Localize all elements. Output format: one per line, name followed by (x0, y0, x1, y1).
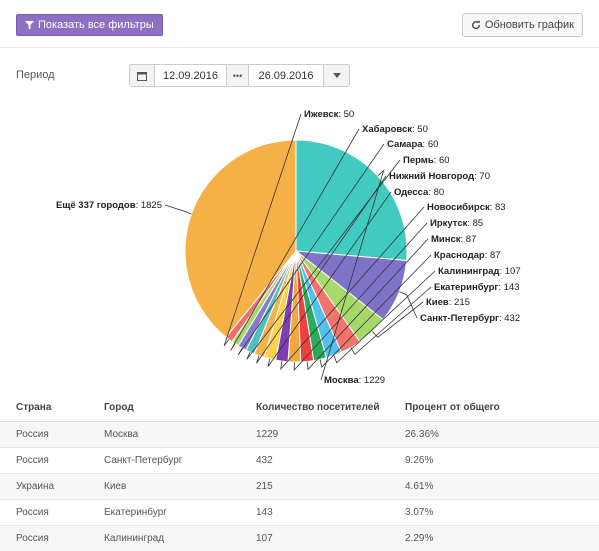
cell-country: Россия (0, 447, 88, 474)
pie-leader-line (237, 143, 385, 356)
table-row: Украина Киев 215 4.61% (0, 473, 599, 500)
cell-city: Санкт-Петербург (88, 447, 240, 474)
cell-city: Киев (88, 473, 240, 500)
period-dropdown-button[interactable] (324, 64, 350, 87)
pie-label: Москва: 1229 (324, 375, 385, 386)
show-filters-button[interactable]: Показать все фильтры (16, 14, 163, 36)
toolbar: Показать все фильтры Обновить график (0, 0, 599, 48)
table-row: Россия Санкт-Петербург 432 9.26% (0, 447, 599, 474)
period-picker: ••• (129, 64, 350, 87)
pie-slice[interactable] (295, 139, 408, 261)
header-city[interactable]: Город (88, 395, 240, 422)
pie-label: Киев: 215 (426, 297, 470, 308)
pie-slice[interactable] (184, 139, 297, 338)
cell-country: Россия (0, 525, 88, 551)
cell-country: Россия (0, 499, 88, 526)
date-to-input[interactable] (249, 64, 324, 87)
pie-leader-line (267, 191, 392, 367)
filter-icon (25, 20, 34, 30)
table-row: Россия Екатеринбург 143 3.07% (0, 499, 599, 526)
pie-leader-line (280, 206, 425, 371)
visitors-table: Страна Город Количество посетителей Проц… (0, 395, 599, 551)
pie-label: Екатеринбург: 143 (434, 282, 520, 293)
pie-label: Новосибирск: 83 (427, 202, 506, 213)
pie-leader-line (306, 238, 429, 371)
cell-visitors: 107 (240, 525, 389, 551)
cell-percent: 3.07% (389, 499, 599, 526)
cell-percent: 2.29% (389, 525, 599, 551)
cell-visitors: 143 (240, 499, 389, 526)
header-percent[interactable]: Процент от общего (389, 395, 599, 422)
pie-leader-line (319, 254, 432, 368)
pie-leader-line (372, 301, 424, 338)
pie-label: Нижний Новгород: 70 (389, 171, 490, 182)
pie-leader-line (223, 113, 302, 347)
cell-visitors: 1229 (240, 421, 389, 448)
pie-label: Ещё 337 городов: 1825 (56, 200, 162, 211)
refresh-icon (471, 20, 480, 30)
refresh-chart-button[interactable]: Обновить график (461, 13, 583, 37)
period-label: Период (16, 69, 55, 81)
pie-label: Одесса: 80 (394, 187, 444, 198)
table-header-row: Страна Город Количество посетителей Проц… (0, 395, 599, 422)
date-from-input[interactable] (155, 64, 227, 87)
cell-percent: 26.36% (389, 421, 599, 448)
table-row: Россия Москва 1229 26.36% (0, 421, 599, 448)
cell-city: Калининград (88, 525, 240, 551)
pie-leader-line (333, 270, 436, 364)
cell-city: Москва (88, 421, 240, 448)
refresh-chart-label: Обновить график (484, 19, 574, 31)
pie-leader-line (230, 128, 360, 351)
pie-label: Минск: 87 (431, 234, 476, 245)
pie-chart-svg: Москва: 1229 Санкт-Петербург: 432 Киев: 21… (56, 109, 521, 386)
cell-country: Россия (0, 421, 88, 448)
range-separator-button[interactable]: ••• (227, 64, 249, 87)
pie-label: Хабаровск: 50 (362, 124, 428, 135)
calendar-icon (137, 71, 147, 81)
pie-leader-line (246, 159, 401, 360)
pie-leader-line (350, 286, 432, 356)
caret-down-icon (332, 73, 341, 78)
cell-percent: 4.61% (389, 473, 599, 500)
table-row: Россия Калининград 107 2.29% (0, 525, 599, 551)
cell-city: Екатеринбург (88, 499, 240, 526)
pie-leader-line (399, 291, 418, 319)
pie-label: Иркутск: 85 (430, 218, 483, 229)
pie-label: Калининград: 107 (438, 266, 521, 277)
pie-chart: Москва: 1229 Санкт-Петербург: 432 Киев: 21… (0, 100, 599, 395)
cell-visitors: 432 (240, 447, 389, 474)
pie-label: Ижевск: 50 (304, 109, 354, 120)
pie-leader-line (164, 204, 192, 215)
calendar-button[interactable] (129, 64, 155, 87)
pie-leader-line (293, 222, 428, 372)
show-filters-label: Показать все фильтры (38, 19, 154, 31)
pie-label: Санкт-Петербург: 432 (420, 313, 520, 324)
header-country[interactable]: Страна (0, 395, 88, 422)
cell-country: Украина (0, 473, 88, 500)
cell-visitors: 215 (240, 473, 389, 500)
pie-label: Самара: 60 (387, 139, 438, 150)
pie-leader-line (256, 175, 387, 364)
pie-leader-line (320, 169, 385, 381)
cell-percent: 9.26% (389, 447, 599, 474)
pie-label: Пермь: 60 (403, 155, 450, 166)
header-visitors[interactable]: Количество посетителей (240, 395, 389, 422)
pie-label: Краснодар: 87 (434, 250, 501, 261)
